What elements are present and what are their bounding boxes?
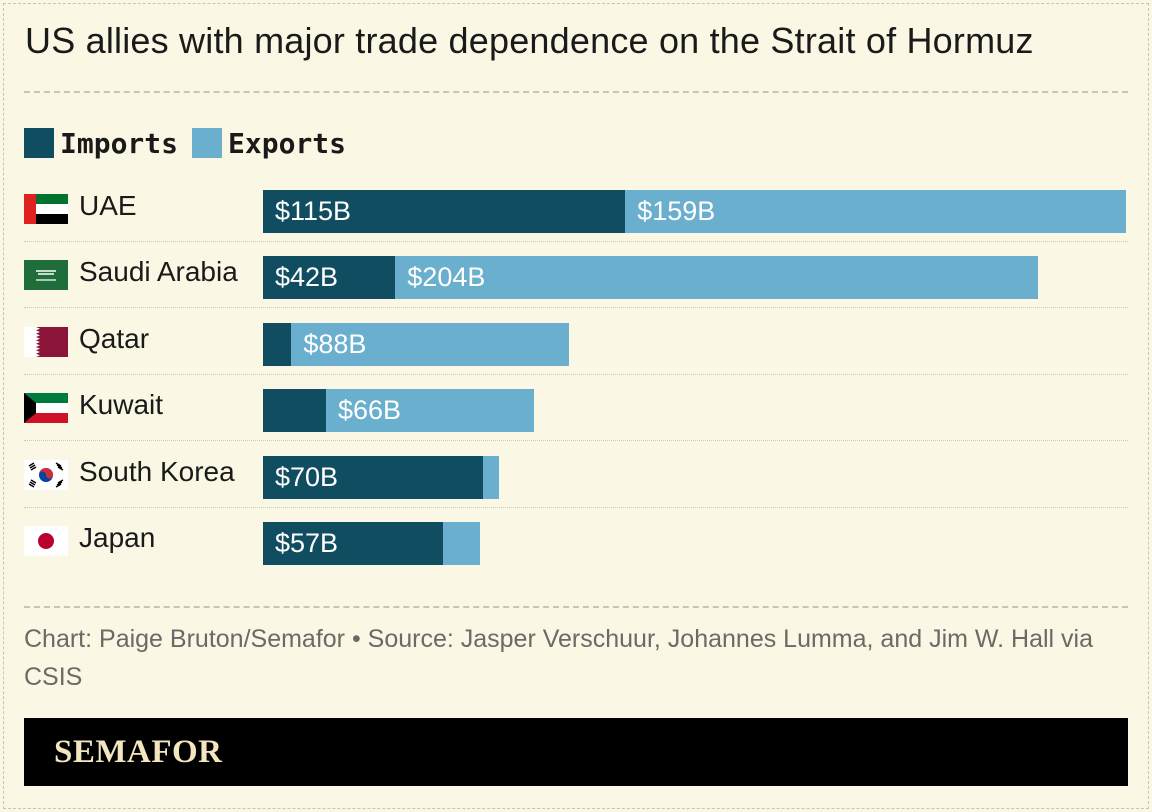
data-label: $42B <box>275 262 339 293</box>
kuwait-flag-icon <box>24 393 68 424</box>
legend-swatch-imports <box>24 128 54 158</box>
category-label: Kuwait <box>79 389 164 421</box>
row-separator <box>24 440 1128 442</box>
row-separator <box>24 241 1128 242</box>
bar-exports: $204B <box>395 256 1038 300</box>
category-label: South Korea <box>79 455 235 487</box>
bar-imports: $115B <box>263 190 626 233</box>
bar-exports: $159B <box>625 190 1126 233</box>
uae-flag-icon <box>24 194 68 224</box>
category-label: Saudi Arabia <box>79 256 238 288</box>
legend: Imports Exports <box>24 126 360 160</box>
brand-bar: SEMAFOR <box>24 718 1128 786</box>
bar-imports: $42B <box>263 256 396 300</box>
legend-swatch-exports <box>192 128 223 158</box>
bar-exports: $66B <box>325 389 534 433</box>
footer-divider <box>24 606 1128 608</box>
chart-row: Kuwait $66B <box>24 375 1128 442</box>
category-label: UAE <box>79 190 137 221</box>
bar-exports: $88B <box>291 322 569 366</box>
bar-exports <box>483 455 500 499</box>
category-label: Japan <box>79 522 156 553</box>
data-label: $159B <box>637 196 716 226</box>
chart-row: Qatar $88B <box>24 309 1128 375</box>
legend-item-exports: Exports <box>192 127 346 160</box>
legend-label-exports: Exports <box>228 126 347 160</box>
data-label: $204B <box>407 262 486 293</box>
qatar-flag-icon <box>24 326 68 357</box>
row-separator <box>24 373 1128 375</box>
bar-imports <box>263 389 326 433</box>
title-divider <box>24 91 1128 93</box>
bar-imports: $57B <box>263 522 443 565</box>
saudi-arabia-flag-icon <box>24 260 68 291</box>
chart-row: Japan $57B <box>24 508 1128 574</box>
chart-frame <box>3 3 1149 809</box>
data-label: $66B <box>337 395 402 426</box>
semafor-logo: SEMAFOR <box>54 734 223 770</box>
bar-exports <box>442 522 481 565</box>
south-korea-flag-icon <box>24 459 68 490</box>
source-note: Chart: Paige Bruton/Semafor • Source: Ja… <box>24 625 1093 691</box>
legend-item-imports: Imports <box>24 127 178 160</box>
chart-row: UAE $115B $159B <box>24 176 1128 242</box>
data-label: $57B <box>275 528 339 558</box>
chart-title: US allies with major trade dependence on… <box>25 20 1034 61</box>
data-label: $115B <box>275 196 352 226</box>
japan-flag-icon <box>24 526 68 556</box>
bar-imports <box>263 322 292 366</box>
bar-imports: $70B <box>263 455 484 499</box>
chart-row: South Korea $70B <box>24 442 1128 508</box>
legend-label-imports: Imports <box>60 126 179 160</box>
row-separator <box>24 506 1128 508</box>
chart-row: Saudi Arabia $42B $204B <box>24 242 1128 309</box>
data-label: $70B <box>275 461 339 492</box>
row-separator <box>24 307 1128 309</box>
category-label: Qatar <box>79 322 150 354</box>
data-label: $88B <box>303 328 367 359</box>
